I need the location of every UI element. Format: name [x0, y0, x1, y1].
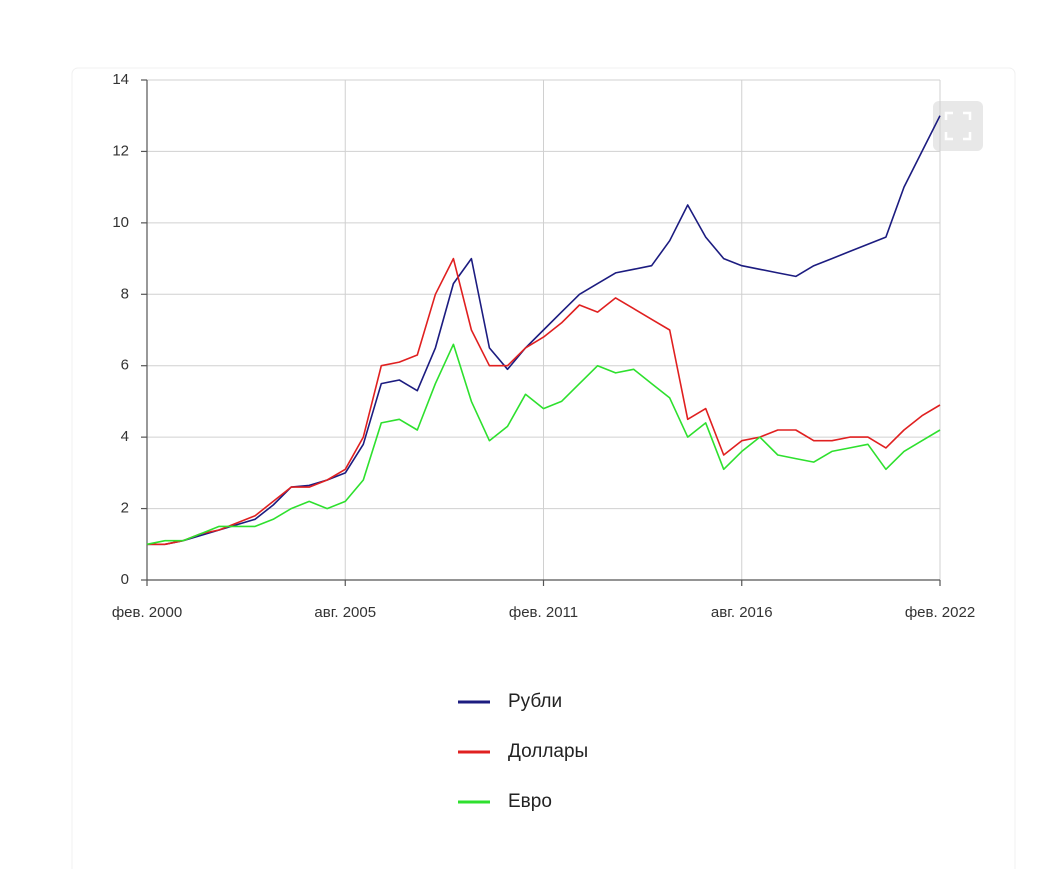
y-tick-label: 12: [112, 142, 129, 159]
legend-label: Евро: [508, 791, 552, 812]
y-tick-label: 6: [121, 357, 129, 374]
y-tick-label: 0: [121, 571, 129, 588]
y-tick-label: 10: [112, 214, 129, 231]
x-tick-label: авг. 2016: [711, 604, 773, 621]
x-tick-label: авг. 2005: [314, 604, 376, 621]
x-tick-label: фев. 2000: [112, 604, 182, 621]
legend-label: Доллары: [508, 741, 588, 762]
x-tick-label: фев. 2022: [905, 604, 975, 621]
series-line: [147, 115, 941, 546]
fullscreen-button[interactable]: [933, 101, 983, 151]
series-line: [147, 257, 941, 546]
x-tick-label: фев. 2011: [509, 604, 578, 621]
series-line: [146, 343, 941, 546]
y-tick-label: 8: [121, 285, 129, 302]
legend-label: Рубли: [508, 691, 562, 712]
y-tick-label: 14: [112, 71, 129, 88]
y-tick-label: 2: [121, 500, 129, 517]
y-tick-label: 4: [121, 428, 129, 445]
